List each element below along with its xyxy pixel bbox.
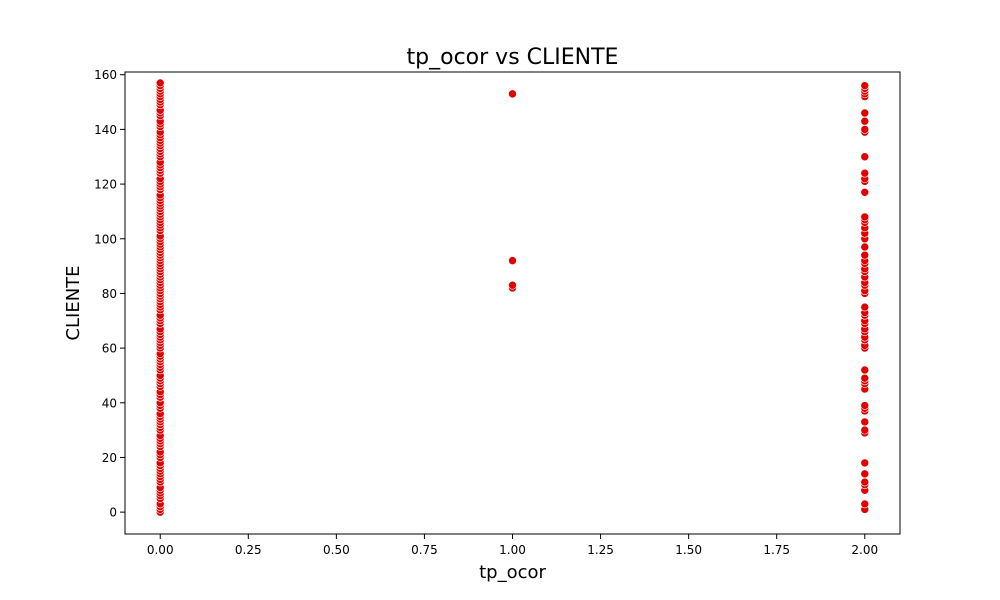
y-tick-label: 0 bbox=[109, 506, 117, 520]
scatter-point bbox=[155, 78, 165, 88]
y-tick-label: 20 bbox=[102, 451, 117, 465]
y-tick-label: 80 bbox=[102, 287, 117, 301]
scatter-point bbox=[860, 425, 870, 435]
scatter-point bbox=[508, 89, 517, 99]
scatter-point bbox=[860, 469, 870, 479]
x-tick-label: 0.25 bbox=[235, 543, 262, 557]
scatter-point bbox=[860, 365, 870, 375]
scatter-point bbox=[860, 152, 870, 162]
scatter-point bbox=[508, 256, 517, 265]
x-tick-label: 1.75 bbox=[763, 543, 790, 557]
x-tick-label: 1.00 bbox=[499, 543, 526, 557]
x-tick-label: 2.00 bbox=[851, 543, 878, 557]
scatter-point bbox=[860, 417, 870, 427]
y-tick-label: 40 bbox=[102, 396, 117, 410]
scatter-point bbox=[860, 477, 870, 487]
scatter-point bbox=[860, 302, 870, 312]
scatter-point bbox=[860, 125, 870, 134]
scatter-point bbox=[860, 458, 870, 468]
y-tick-label: 60 bbox=[102, 342, 117, 356]
scatter-point bbox=[860, 212, 870, 222]
scatter-point bbox=[508, 280, 517, 290]
data-points bbox=[155, 78, 870, 517]
chart-title: tp_ocor vs CLIENTE bbox=[407, 45, 619, 70]
y-axis-label: CLIENTE bbox=[63, 265, 84, 340]
x-tick-label: 0.50 bbox=[323, 543, 350, 557]
x-axis-label: tp_ocor bbox=[479, 562, 546, 583]
y-axis-ticks: 0 20 40 60 80 100 120 140 160 bbox=[94, 68, 125, 520]
y-tick-label: 120 bbox=[94, 178, 117, 192]
x-axis-ticks: 0.00 0.25 0.50 0.75 1.00 1.25 1.50 1.75 2.00 bbox=[147, 534, 878, 557]
x-tick-label: 0.00 bbox=[147, 543, 174, 557]
x-tick-label: 1.25 bbox=[587, 543, 614, 557]
y-tick-label: 140 bbox=[94, 123, 117, 137]
y-tick-label: 160 bbox=[94, 68, 117, 82]
scatter-point bbox=[860, 108, 870, 118]
y-tick-label: 100 bbox=[94, 232, 117, 246]
scatter-point bbox=[860, 401, 870, 410]
scatter-point bbox=[860, 250, 870, 260]
scatter-point bbox=[860, 499, 870, 509]
scatter-point bbox=[860, 242, 870, 252]
scatter-point bbox=[860, 168, 870, 178]
scatter-point bbox=[860, 81, 870, 90]
x-tick-label: 1.50 bbox=[675, 543, 702, 557]
scatter-point bbox=[860, 116, 870, 126]
scatter-point bbox=[860, 187, 870, 197]
x-tick-label: 0.75 bbox=[411, 543, 438, 557]
scatter-point bbox=[860, 373, 870, 383]
